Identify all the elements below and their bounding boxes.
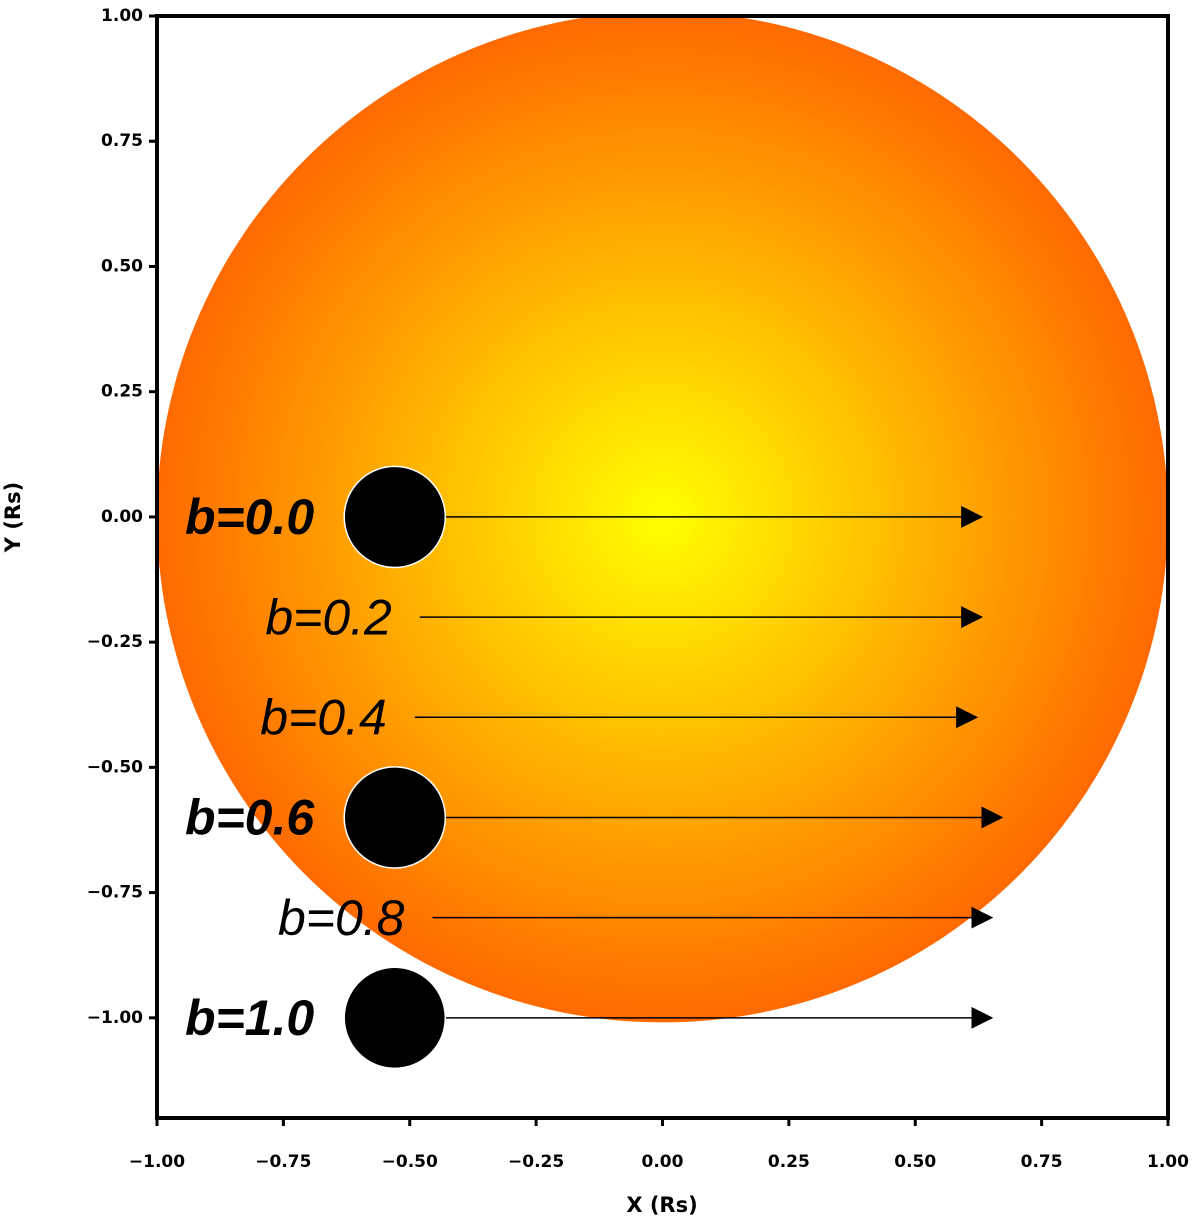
planet	[343, 966, 447, 1070]
y-tick-label: 0.00	[101, 507, 143, 527]
y-tick-label: −0.50	[87, 757, 143, 777]
x-tick-label: 0.25	[768, 1152, 810, 1172]
impact-label: b=1.0	[185, 990, 314, 1046]
x-tick-label: 1.00	[1147, 1152, 1189, 1172]
impact-label: b=0.2	[265, 589, 392, 645]
impact-label: b=0.0	[185, 489, 314, 545]
y-tick-label: 0.25	[101, 382, 143, 402]
x-tick-label: 0.75	[1021, 1152, 1063, 1172]
impact-label: b=0.4	[260, 689, 387, 745]
y-tick-label: −0.75	[87, 883, 143, 903]
x-tick-label: −1.00	[129, 1152, 185, 1172]
y-axis-label: Y (Rs)	[1, 482, 25, 553]
overlay: b=0.0 b=0.2 b=0.4 b=0.6 b=0.8 b=1.0	[185, 465, 1004, 1070]
planet	[343, 766, 447, 869]
y-tick-label: 1.00	[101, 6, 143, 26]
x-tick-label: 0.50	[894, 1152, 936, 1172]
y-tick-label: 0.50	[101, 256, 143, 276]
impact-label: b=0.8	[278, 890, 405, 946]
planet	[343, 465, 447, 569]
x-tick-label: −0.25	[508, 1152, 564, 1172]
x-tick-label: −0.75	[255, 1152, 311, 1172]
x-axis-label: X (Rs)	[626, 1193, 697, 1217]
y-tick-label: −1.00	[87, 1008, 143, 1028]
impact-label: b=0.6	[185, 790, 315, 846]
x-tick-label: 0.00	[642, 1152, 684, 1172]
y-tick-label: −0.25	[87, 632, 143, 652]
x-tick-label: −0.50	[382, 1152, 438, 1172]
y-tick-label: 0.75	[101, 131, 143, 151]
